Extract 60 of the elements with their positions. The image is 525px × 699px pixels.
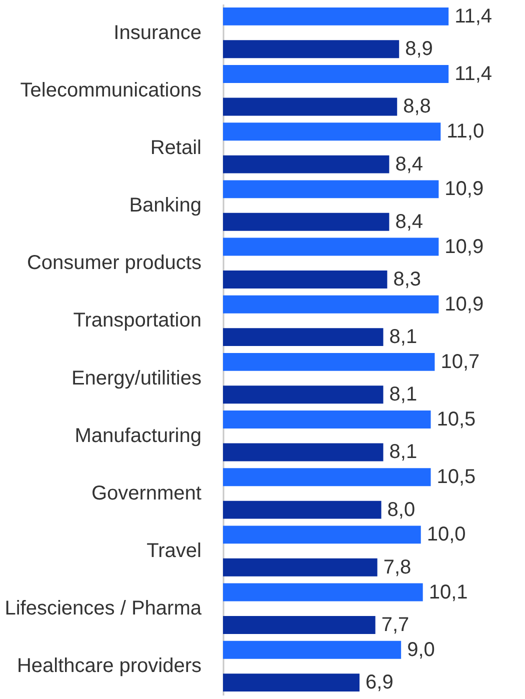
data-label: 10,1 (428, 581, 468, 604)
data-label: 8,4 (395, 153, 424, 176)
data-label: 8,1 (389, 384, 418, 406)
bar (223, 98, 398, 116)
data-label: 8,4 (395, 210, 424, 233)
y-tick-label: Manufacturing (74, 424, 202, 447)
data-label: 10,5 (436, 408, 476, 431)
bar (223, 640, 402, 659)
data-label: 10,9 (444, 236, 484, 258)
bar (223, 7, 449, 26)
y-tick-label: Travel (146, 540, 202, 562)
data-label: 10,0 (426, 524, 466, 546)
data-label: 8,8 (403, 96, 431, 118)
data-label: 8,1 (389, 326, 418, 348)
bar (223, 410, 431, 429)
bar (223, 238, 439, 256)
bar (223, 328, 384, 346)
bar (223, 65, 449, 84)
data-label: 8,9 (405, 38, 433, 60)
bar (223, 155, 390, 174)
bar (223, 40, 400, 58)
bar (223, 295, 439, 314)
bar (223, 352, 435, 371)
data-label: 8,3 (393, 268, 422, 290)
y-tick-label: Retail (150, 136, 202, 159)
y-tick-label: Insurance (114, 22, 202, 44)
data-label: 10,9 (444, 293, 484, 316)
bar (223, 616, 376, 634)
data-label: 10,5 (436, 466, 476, 488)
data-label: 8,1 (389, 441, 418, 464)
y-tick-label: Healthcare providers (16, 655, 202, 678)
bar (223, 212, 390, 231)
bar (223, 443, 384, 462)
y-tick-label: Transportation (73, 310, 202, 332)
y-tick-label: Banking (129, 194, 202, 217)
bar (223, 674, 360, 692)
bar (223, 500, 382, 519)
data-label: 9,0 (407, 638, 435, 661)
bar (223, 583, 423, 602)
bar (223, 122, 441, 141)
bar (223, 526, 421, 544)
y-tick-label: Energy/utilities (71, 367, 202, 390)
data-label: 10,9 (444, 178, 484, 200)
bar (223, 270, 388, 288)
y-tick-label: Telecommunications (20, 79, 202, 102)
bar (223, 180, 439, 198)
data-label: 11,4 (454, 5, 492, 28)
data-label: 7,8 (383, 556, 412, 578)
data-label: 6,9 (366, 672, 394, 694)
data-label: 10,7 (440, 350, 480, 373)
data-label: 7,7 (381, 614, 410, 636)
bar (223, 468, 431, 486)
bar (223, 558, 378, 576)
bar (223, 386, 384, 404)
data-label: 11,4 (454, 63, 492, 86)
data-label: 11,0 (446, 120, 484, 143)
y-tick-label: Consumer products (26, 252, 202, 274)
y-tick-label: Lifesciences / Pharma (4, 598, 202, 620)
data-label: 8,0 (387, 498, 416, 521)
y-tick-label: Government (91, 482, 202, 504)
